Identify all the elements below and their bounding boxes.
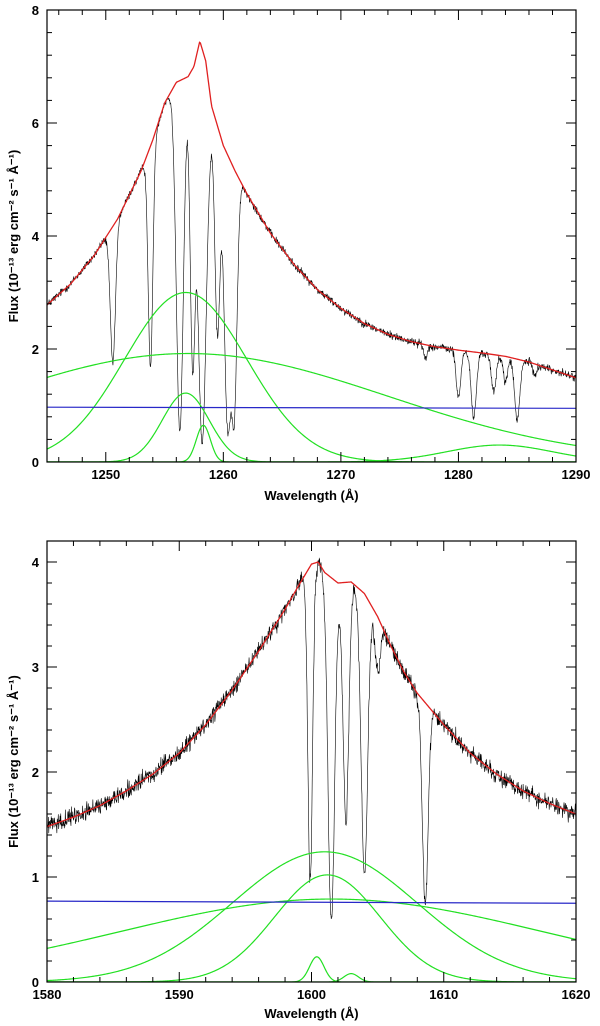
x-tick-label: 1590 (165, 987, 194, 1002)
top-ticks: 1250 1260 1270 1280 1290 0 2 4 6 8 (32, 3, 591, 482)
y-tick-label: 8 (32, 3, 39, 18)
top-panel: 1250 1260 1270 1280 1290 0 2 4 6 8 Wavelength (Å)… (6, 3, 590, 503)
bottom-plot-area (47, 557, 576, 982)
x-tick-label: 1580 (33, 987, 62, 1002)
y-tick-label: 1 (32, 870, 39, 885)
x-tick-label: 1250 (91, 467, 120, 482)
bottom-ticks: 1580 1590 1600 1610 1620 0 1 2 3 4 (32, 540, 591, 1002)
observed-spectrum (47, 97, 576, 445)
total-fit-line (47, 41, 576, 379)
continuum-line (47, 406, 576, 409)
y-tick-label: 2 (32, 342, 39, 357)
x-tick-label: 1600 (297, 987, 326, 1002)
gaussian-component-3 (47, 392, 576, 462)
bottom-y-axis-title: Flux (10⁻¹³ erg cm⁻² s⁻¹ Å⁻¹) (6, 675, 21, 848)
x-tick-label: 1270 (326, 467, 355, 482)
top-axes-frame (46, 9, 577, 463)
x-tick-label: 1620 (562, 987, 591, 1002)
bottom-panel: 1580 1590 1600 1610 1620 0 1 2 3 4 Wavelength (Å)… (6, 540, 591, 1021)
y-tick-label: 6 (32, 116, 39, 131)
y-tick-label: 4 (32, 555, 40, 570)
y-tick-label: 0 (32, 975, 39, 990)
y-tick-label: 0 (32, 455, 39, 470)
continuum-line (47, 900, 576, 904)
top-y-axis-title: Flux (10⁻¹³ erg cm⁻² s⁻¹ Å⁻¹) (6, 150, 21, 323)
y-tick-label: 2 (32, 765, 39, 780)
y-tick-label: 3 (32, 660, 39, 675)
gaussian-component-4 (47, 956, 576, 982)
x-tick-label: 1280 (444, 467, 473, 482)
top-plot-area (47, 41, 576, 462)
gaussian-component-2 (47, 851, 576, 982)
total-fit-line (47, 561, 576, 828)
bottom-x-axis-title: Wavelength (Å) (264, 1006, 358, 1021)
x-tick-label: 1260 (209, 467, 238, 482)
gaussian-component-1 (47, 352, 576, 447)
gaussian-component-2 (47, 291, 576, 462)
gaussian-component-3 (47, 874, 576, 982)
observed-spectrum (47, 557, 576, 920)
x-tick-label: 1290 (562, 467, 591, 482)
top-x-axis-title: Wavelength (Å) (264, 488, 358, 503)
bottom-axes-frame (46, 540, 577, 983)
x-tick-label: 1610 (429, 987, 458, 1002)
y-tick-label: 4 (32, 229, 40, 244)
gaussian-component-1 (47, 898, 576, 949)
gaussian-component-4 (47, 424, 576, 462)
